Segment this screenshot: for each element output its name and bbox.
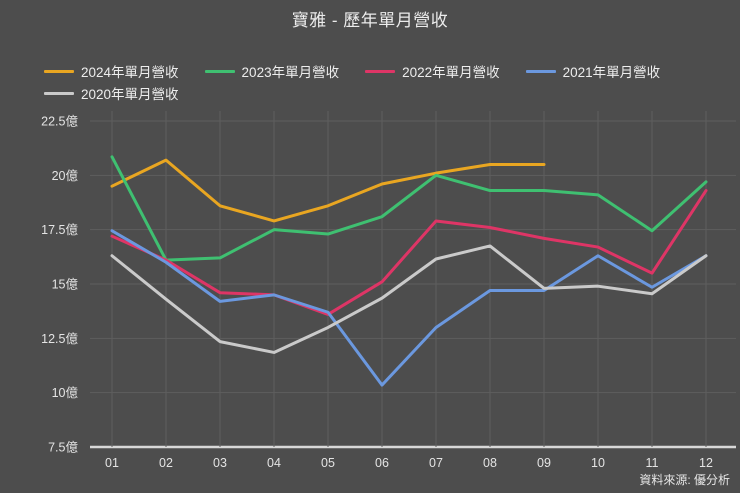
y-tick-label: 12.5億 bbox=[41, 332, 78, 346]
x-tick-label: 05 bbox=[321, 456, 335, 470]
legend-item-2023[interactable]: 2023年單月營收 bbox=[204, 62, 340, 80]
legend-item-2024[interactable]: 2024年單月營收 bbox=[44, 62, 179, 80]
x-tick-label: 08 bbox=[483, 456, 497, 470]
legend-label-2023: 2023年單月營收 bbox=[241, 65, 340, 80]
x-tick-label: 06 bbox=[375, 456, 389, 470]
x-axis-ticks: 01 02 03 04 05 06 07 08 09 10 11 12 bbox=[105, 456, 713, 470]
series-line bbox=[110, 155, 708, 262]
series-line bbox=[110, 244, 708, 354]
series-line bbox=[110, 158, 546, 223]
legend-item-2021[interactable]: 2021年單月營收 bbox=[525, 62, 661, 80]
legend-item-2022[interactable]: 2022年單月營收 bbox=[365, 62, 500, 80]
x-tick-label: 02 bbox=[159, 456, 173, 470]
y-tick-label: 20億 bbox=[52, 169, 79, 183]
legend-item-2020[interactable]: 2020年單月營收 bbox=[44, 84, 179, 102]
chart-title: 寶雅 - 歷年單月營收 bbox=[291, 11, 449, 30]
x-tick-label: 07 bbox=[429, 456, 443, 470]
legend-label-2022: 2022年單月營收 bbox=[402, 65, 500, 80]
data-series-lines bbox=[110, 155, 708, 387]
x-tick-label: 09 bbox=[537, 456, 551, 470]
source-note: 資料來源: 優分析 bbox=[639, 473, 730, 487]
legend-swatch-2020-icon bbox=[44, 91, 74, 95]
y-tick-label: 17.5億 bbox=[41, 223, 78, 237]
legend-label-2021: 2021年單月營收 bbox=[562, 65, 661, 80]
chart-legend: 2024年單月營收 2023年單月營收 2022年單月營收 2021年單月營收 … bbox=[44, 62, 714, 106]
legend-swatch-2024-icon bbox=[44, 69, 74, 73]
legend-swatch-2023-icon bbox=[204, 69, 235, 73]
x-tick-label: 11 bbox=[646, 456, 659, 470]
series-line bbox=[110, 189, 708, 316]
series-line bbox=[110, 229, 708, 387]
legend-swatch-2021-icon bbox=[525, 69, 556, 73]
y-axis-ticks: 22.5億 20億 17.5億 15億 12.5億 10億 7.5億 bbox=[41, 115, 78, 455]
y-tick-label: 22.5億 bbox=[41, 115, 78, 129]
x-tick-label: 12 bbox=[699, 456, 713, 470]
legend-label-2024: 2024年單月營收 bbox=[81, 65, 179, 80]
legend-label-2020: 2020年單月營收 bbox=[81, 87, 179, 102]
y-tick-label: 15億 bbox=[52, 278, 79, 292]
y-tick-label: 10億 bbox=[52, 386, 79, 400]
x-tick-label: 01 bbox=[105, 456, 119, 470]
x-tick-label: 04 bbox=[267, 456, 281, 470]
gridlines bbox=[90, 111, 736, 449]
y-tick-label: 7.5億 bbox=[48, 441, 78, 455]
legend-swatch-2022-icon bbox=[365, 69, 396, 73]
x-tick-label: 03 bbox=[213, 456, 227, 470]
x-tick-label: 10 bbox=[591, 456, 605, 470]
